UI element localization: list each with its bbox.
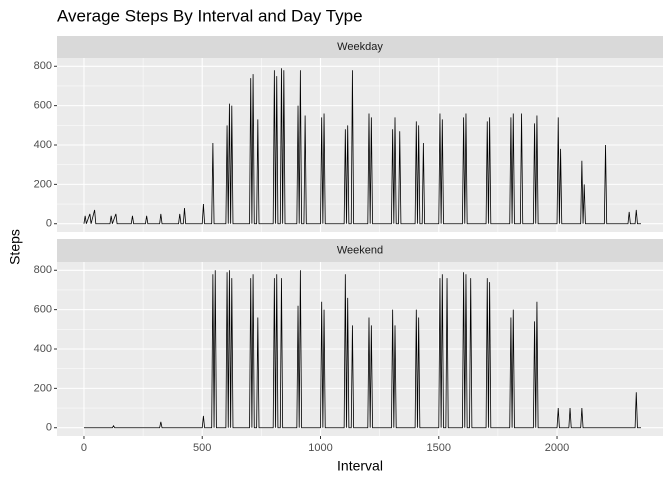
y-tick-label: 200 [34, 382, 52, 394]
y-tick-label: 600 [34, 100, 52, 112]
x-tick-label: 0 [81, 442, 87, 454]
x-tick-label: 500 [193, 442, 211, 454]
y-tick-label: 400 [34, 343, 52, 355]
y-tick-label: 800 [34, 60, 52, 72]
strip [57, 239, 663, 262]
y-tick-label: 800 [34, 264, 52, 276]
strip-label: Weekday [337, 41, 383, 53]
line [83, 68, 641, 225]
strip-label: Weekend [337, 244, 383, 256]
y-axis-title: Steps [7, 229, 23, 265]
x-tick-label: 1500 [427, 442, 451, 454]
line [83, 270, 641, 429]
chart-title: Average Steps By Interval and Day Type [57, 6, 363, 25]
strip [57, 36, 663, 58]
x-tick-label: 2000 [545, 442, 569, 454]
y-tick-label: 0 [46, 218, 52, 230]
y-tick-label: 600 [34, 304, 52, 316]
y-tick-label: 0 [46, 422, 52, 434]
x-tick-label: 1000 [308, 442, 332, 454]
y-tick-label: 400 [34, 139, 52, 151]
x-axis-title: Interval [337, 458, 383, 474]
y-tick-label: 200 [34, 178, 52, 190]
